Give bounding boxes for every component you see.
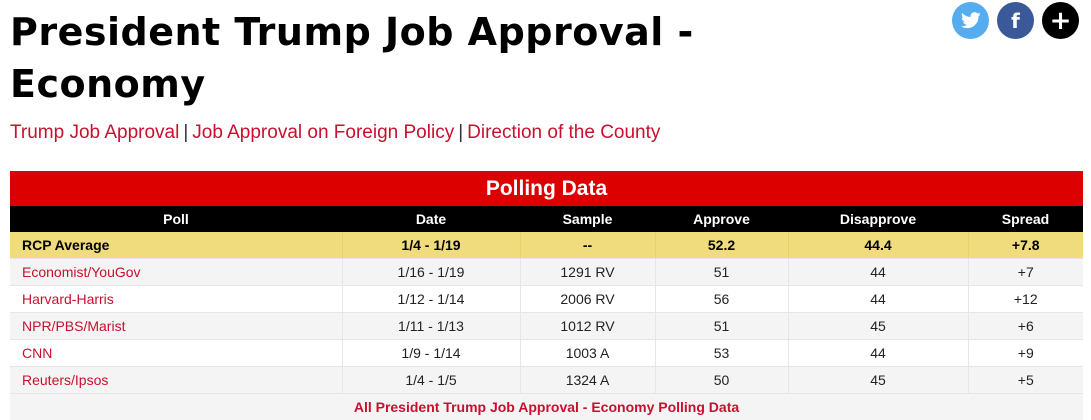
plus-icon: + [1049,5,1072,36]
cell-spread: +12 [968,285,1083,313]
poll-link[interactable]: Economist/YouGov [22,264,141,280]
poll-link[interactable]: Harvard-Harris [22,291,114,307]
cell-poll: Harvard-Harris [10,285,343,313]
link-trump-job-approval[interactable]: Trump Job Approval [10,122,180,143]
cell-spread: +7 [968,258,1083,286]
social-share-bar: f + [952,2,1079,39]
column-header-date: Date [342,206,520,232]
cell-poll: Economist/YouGov [10,258,343,286]
column-header-sample: Sample [520,206,655,232]
cell-approve: 51 [655,258,789,286]
table-row: Economist/YouGov 1/16 - 1/19 1291 RV 51 44 +7 [10,258,1083,286]
cell-date: 1/4 - 1/5 [342,366,521,394]
average-approve: 52.2 [655,232,789,259]
column-header-disapprove: Disapprove [788,206,968,232]
cell-approve: 56 [655,285,789,313]
cell-approve: 50 [655,366,789,394]
link-separator: | [458,122,464,143]
column-header-spread: Spread [968,206,1083,232]
facebook-icon: f [1011,8,1020,33]
cell-poll: CNN [10,339,343,367]
link-direction-of-country[interactable]: Direction of the County [467,122,661,143]
facebook-share-button[interactable]: f [997,2,1034,39]
cell-sample: 1291 RV [520,258,656,286]
all-polling-data-link[interactable]: All President Trump Job Approval - Econo… [353,399,740,415]
cell-disapprove: 45 [788,312,969,340]
cell-sample: 1003 A [520,339,656,367]
poll-link[interactable]: Reuters/Ipsos [22,372,109,388]
cell-approve: 51 [655,312,789,340]
cell-sample: 1012 RV [520,312,656,340]
cell-spread: +9 [968,339,1083,367]
cell-disapprove: 44 [788,258,969,286]
cell-sample: 2006 RV [520,285,656,313]
polling-data-title: Polling Data [10,171,1083,206]
related-links: Trump Job Approval | Job Approval on Forei… [10,122,660,144]
cell-date: 1/12 - 1/14 [342,285,521,313]
cell-disapprove: 44 [788,339,969,367]
table-row: NPR/PBS/Marist 1/11 - 1/13 1012 RV 51 45 +6 [10,312,1083,340]
poll-link[interactable]: NPR/PBS/Marist [22,318,126,334]
cell-date: 1/16 - 1/19 [342,258,521,286]
cell-date: 1/9 - 1/14 [342,339,521,367]
all-polls-footer: All President Trump Job Approval - Econo… [10,394,1083,420]
cell-spread: +6 [968,312,1083,340]
table-row: Harvard-Harris 1/12 - 1/14 2006 RV 56 44 +12 [10,285,1083,313]
cell-poll: Reuters/Ipsos [10,366,343,394]
twitter-icon [960,12,981,29]
table-header-row: Poll Date Sample Approve Disapprove Spre… [10,206,1083,232]
poll-link[interactable]: CNN [22,345,53,361]
average-poll: RCP Average [10,232,343,259]
average-disapprove: 44.4 [788,232,969,259]
poll-rows: Economist/YouGov 1/16 - 1/19 1291 RV 51 44 +7… [10,258,1083,394]
more-share-button[interactable]: + [1042,2,1079,39]
page-title: President Trump Job Approval - Economy [10,10,694,106]
table-row: Reuters/Ipsos 1/4 - 1/5 1324 A 50 45 +5 [10,366,1083,394]
rcp-average-row: RCP Average 1/4 - 1/19 -- 52.2 44.4 +7.8 [10,232,1083,259]
polling-data-table: Polling Data Poll Date Sample Approve Di… [10,171,1083,420]
link-foreign-policy[interactable]: Job Approval on Foreign Policy [192,122,455,143]
cell-disapprove: 45 [788,366,969,394]
cell-disapprove: 44 [788,285,969,313]
average-sample: -- [520,232,656,259]
average-spread: +7.8 [968,232,1083,259]
twitter-share-button[interactable] [952,2,989,39]
column-header-approve: Approve [655,206,788,232]
polling-table: Poll Date Sample Approve Disapprove Spre… [10,206,1083,394]
cell-date: 1/11 - 1/13 [342,312,521,340]
cell-sample: 1324 A [520,366,656,394]
cell-approve: 53 [655,339,789,367]
cell-poll: NPR/PBS/Marist [10,312,343,340]
table-row: CNN 1/9 - 1/14 1003 A 53 44 +9 [10,339,1083,367]
link-separator: | [183,122,189,143]
average-date: 1/4 - 1/19 [342,232,521,259]
column-header-poll: Poll [10,206,342,232]
cell-spread: +5 [968,366,1083,394]
